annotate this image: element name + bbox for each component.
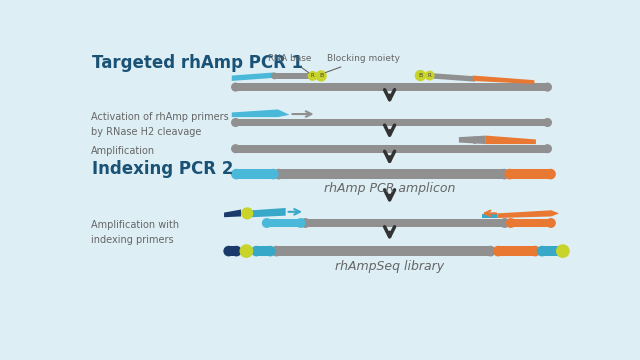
FancyBboxPatch shape — [509, 170, 550, 179]
Polygon shape — [232, 109, 289, 117]
Text: Indexing PCR 2: Indexing PCR 2 — [92, 160, 234, 178]
Circle shape — [486, 247, 495, 256]
Circle shape — [557, 245, 569, 257]
Polygon shape — [252, 208, 285, 217]
Circle shape — [232, 145, 239, 153]
Circle shape — [426, 71, 434, 80]
Circle shape — [240, 245, 253, 257]
Polygon shape — [433, 73, 475, 82]
Text: R: R — [311, 73, 314, 78]
FancyBboxPatch shape — [80, 42, 576, 322]
Circle shape — [546, 170, 555, 179]
Circle shape — [547, 219, 555, 227]
FancyBboxPatch shape — [257, 247, 270, 256]
Circle shape — [224, 247, 234, 256]
Circle shape — [232, 247, 241, 256]
Text: rhAmpSeq library: rhAmpSeq library — [335, 260, 444, 273]
Circle shape — [507, 219, 515, 227]
FancyBboxPatch shape — [236, 170, 273, 179]
FancyBboxPatch shape — [236, 145, 547, 153]
FancyBboxPatch shape — [498, 247, 535, 256]
Circle shape — [500, 219, 509, 227]
Circle shape — [262, 219, 271, 227]
Circle shape — [543, 119, 551, 126]
Text: RNA base: RNA base — [268, 54, 311, 73]
Polygon shape — [497, 210, 559, 218]
Circle shape — [266, 247, 275, 256]
Circle shape — [274, 170, 284, 179]
Circle shape — [308, 72, 317, 80]
Circle shape — [232, 83, 239, 91]
Circle shape — [252, 247, 261, 256]
Text: Amplification: Amplification — [91, 147, 155, 156]
Circle shape — [538, 247, 547, 256]
Circle shape — [296, 219, 305, 227]
FancyBboxPatch shape — [236, 83, 547, 91]
Circle shape — [543, 83, 551, 91]
FancyBboxPatch shape — [511, 219, 551, 227]
Circle shape — [316, 71, 326, 81]
FancyBboxPatch shape — [236, 119, 547, 126]
Polygon shape — [232, 72, 274, 81]
Circle shape — [505, 170, 515, 179]
FancyBboxPatch shape — [305, 219, 505, 227]
FancyBboxPatch shape — [276, 247, 490, 256]
FancyBboxPatch shape — [228, 247, 236, 256]
FancyBboxPatch shape — [279, 170, 504, 179]
Circle shape — [555, 247, 564, 256]
Circle shape — [308, 73, 314, 78]
Circle shape — [543, 145, 551, 153]
Circle shape — [301, 219, 310, 227]
Polygon shape — [486, 136, 536, 144]
Text: Activation of rhAmp primers
by RNase H2 cleavage: Activation of rhAmp primers by RNase H2 … — [91, 112, 228, 136]
Text: B: B — [419, 73, 422, 78]
FancyBboxPatch shape — [542, 247, 560, 256]
Polygon shape — [482, 213, 497, 218]
Circle shape — [272, 73, 277, 78]
Circle shape — [269, 170, 278, 179]
Text: R: R — [428, 73, 431, 78]
Circle shape — [500, 170, 509, 179]
Circle shape — [232, 170, 241, 179]
Circle shape — [531, 247, 540, 256]
Text: Targeted rhAmp PCR 1: Targeted rhAmp PCR 1 — [92, 54, 303, 72]
Text: Blocking moiety: Blocking moiety — [325, 54, 400, 73]
Polygon shape — [473, 76, 534, 84]
Text: rhAmp PCR amplicon: rhAmp PCR amplicon — [324, 182, 455, 195]
Text: Amplification with
indexing primers: Amplification with indexing primers — [91, 220, 179, 245]
FancyBboxPatch shape — [267, 219, 301, 227]
Circle shape — [232, 119, 239, 126]
Circle shape — [242, 208, 253, 219]
Polygon shape — [459, 136, 486, 144]
FancyBboxPatch shape — [275, 73, 312, 78]
Circle shape — [493, 247, 503, 256]
Circle shape — [272, 247, 281, 256]
Circle shape — [415, 71, 426, 81]
Text: B: B — [319, 73, 323, 78]
Polygon shape — [224, 210, 241, 217]
